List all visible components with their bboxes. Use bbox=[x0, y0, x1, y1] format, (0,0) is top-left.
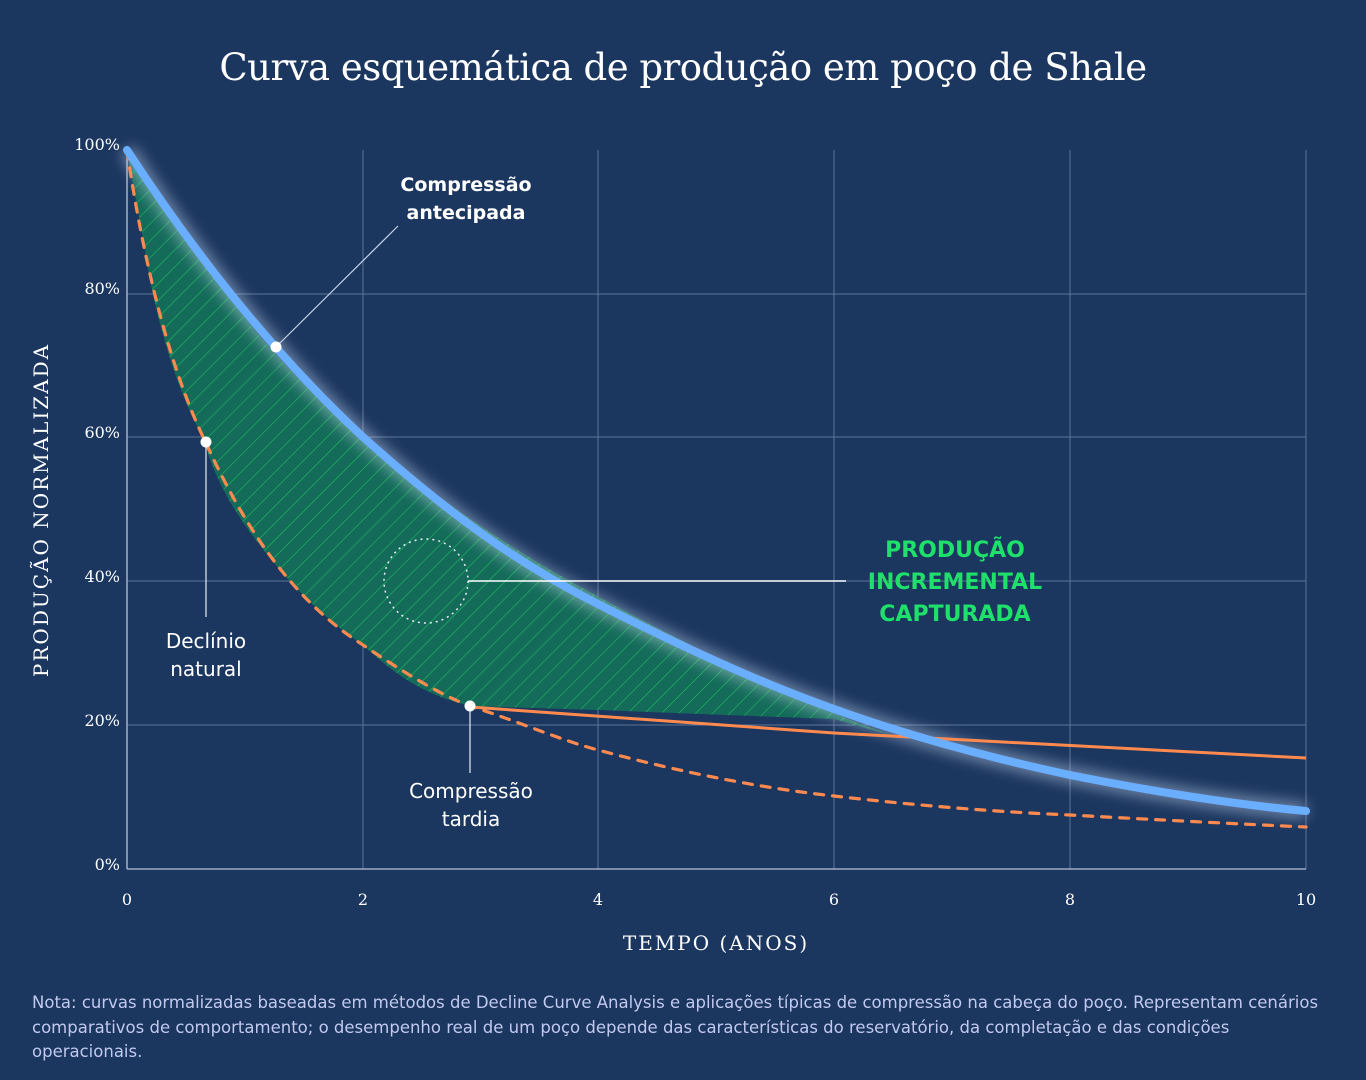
svg-text:CAPTURADA: CAPTURADA bbox=[879, 602, 1030, 627]
y-tick: 0% bbox=[95, 855, 120, 874]
y-tick: 60% bbox=[84, 423, 120, 442]
x-tick: 4 bbox=[593, 890, 603, 909]
svg-text:antecipada: antecipada bbox=[407, 202, 526, 224]
natural-decline-label: Declínio natural bbox=[166, 629, 246, 681]
svg-text:Compressão: Compressão bbox=[400, 174, 531, 196]
late-compression-curve bbox=[469, 705, 1307, 760]
y-tick: 80% bbox=[84, 279, 120, 298]
natural-decline-marker bbox=[200, 436, 212, 448]
late-compression-label: Compressão tardia bbox=[409, 779, 533, 831]
svg-text:Declínio: Declínio bbox=[166, 629, 246, 653]
y-tick-labels: 100% 80% 60% 40% 20% 0% bbox=[74, 135, 120, 874]
incremental-production-label: PRODUÇÃO INCREMENTAL CAPTURADA bbox=[868, 537, 1042, 627]
x-axis-label: TEMPO (ANOS) bbox=[623, 931, 809, 955]
svg-text:PRODUÇÃO: PRODUÇÃO bbox=[885, 537, 1025, 563]
early-compression-marker bbox=[270, 341, 282, 353]
x-tick: 10 bbox=[1296, 890, 1316, 909]
svg-text:natural: natural bbox=[170, 657, 241, 681]
y-tick: 40% bbox=[84, 567, 120, 586]
x-tick: 2 bbox=[358, 890, 368, 909]
x-tick-labels: 0 2 4 6 8 10 bbox=[122, 890, 1316, 909]
early-compression-label: Compressão antecipada bbox=[400, 174, 531, 224]
svg-text:INCREMENTAL: INCREMENTAL bbox=[868, 570, 1042, 595]
x-tick: 8 bbox=[1065, 890, 1075, 909]
svg-text:tardia: tardia bbox=[442, 807, 500, 831]
early-compression-curve bbox=[123, 146, 1310, 815]
early-compression-leader-line bbox=[275, 225, 399, 348]
axes bbox=[126, 150, 1306, 870]
incremental-production-area bbox=[127, 150, 897, 737]
y-tick: 20% bbox=[84, 711, 120, 730]
chart-title: Curva esquemática de produção em poço de… bbox=[219, 46, 1147, 89]
late-compression-marker bbox=[464, 700, 476, 712]
y-tick: 100% bbox=[74, 135, 120, 154]
x-tick: 6 bbox=[829, 890, 839, 909]
y-axis-label: PRODUÇÃO NORMALIZADA bbox=[29, 343, 53, 677]
svg-text:Compressão: Compressão bbox=[409, 779, 533, 803]
footnote: Nota: curvas normalizadas baseadas em mé… bbox=[32, 993, 1319, 1061]
x-tick: 0 bbox=[122, 890, 132, 909]
